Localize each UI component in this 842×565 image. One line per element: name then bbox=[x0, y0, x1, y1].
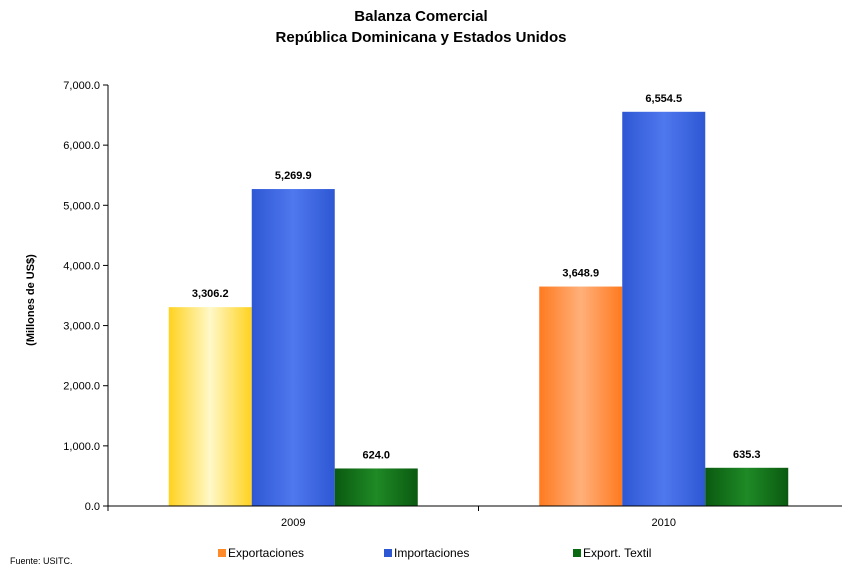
y-tick-label: 4,000.0 bbox=[63, 260, 100, 272]
x-tick-label: 2010 bbox=[652, 517, 676, 529]
data-label: 3,648.9 bbox=[562, 268, 599, 280]
y-axis-title: (Millones de US$) bbox=[25, 254, 37, 346]
x-tick-label: 2009 bbox=[281, 517, 305, 529]
bar bbox=[334, 468, 418, 506]
data-label: 635.3 bbox=[733, 449, 761, 461]
bar bbox=[539, 286, 623, 506]
legend-swatch bbox=[218, 549, 226, 557]
bar bbox=[251, 189, 335, 506]
legend-label: Export. Textil bbox=[583, 546, 651, 560]
bar bbox=[705, 467, 789, 506]
source-note: Fuente: USITC. bbox=[10, 556, 73, 565]
legend-swatch bbox=[384, 549, 392, 557]
data-label: 624.0 bbox=[362, 449, 390, 461]
y-tick-label: 2,000.0 bbox=[63, 381, 100, 393]
legend-swatch bbox=[573, 549, 581, 557]
bar bbox=[622, 111, 706, 506]
y-tick-label: 5,000.0 bbox=[63, 200, 100, 212]
legend-label: Importaciones bbox=[394, 546, 469, 560]
chart-subtitle: República Dominicana y Estados Unidos bbox=[276, 29, 567, 46]
y-tick-label: 6,000.0 bbox=[63, 140, 100, 152]
y-tick-label: 0.0 bbox=[85, 501, 100, 513]
legend-label: Exportaciones bbox=[228, 546, 304, 560]
y-tick-label: 7,000.0 bbox=[63, 80, 100, 92]
bar bbox=[168, 307, 252, 506]
data-label: 5,269.9 bbox=[275, 170, 312, 182]
data-label: 3,306.2 bbox=[192, 288, 229, 300]
y-tick-label: 1,000.0 bbox=[63, 441, 100, 453]
data-label: 6,554.5 bbox=[645, 93, 682, 105]
chart-title: Balanza Comercial bbox=[354, 8, 487, 25]
y-tick-label: 3,000.0 bbox=[63, 321, 100, 333]
